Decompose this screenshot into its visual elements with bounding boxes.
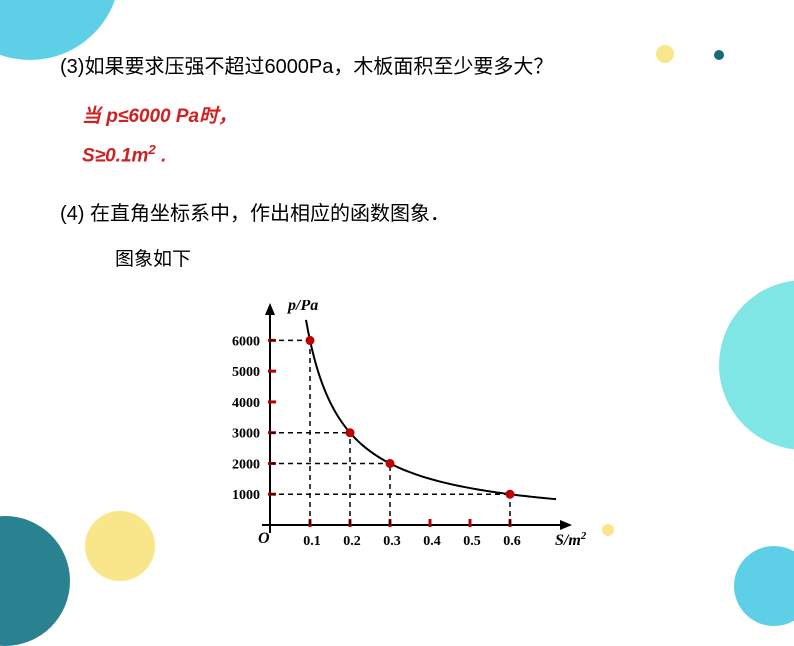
svg-text:5000: 5000 xyxy=(232,365,260,380)
svg-text:O: O xyxy=(258,530,270,547)
answer-4: 图象如下 xyxy=(115,244,734,271)
deco-circle xyxy=(734,546,794,626)
svg-text:4000: 4000 xyxy=(232,396,260,411)
answer-3-text-1: 当 p≤6000 Pa时， xyxy=(82,106,237,127)
answer-3-line-2: S≥0.1m2 . xyxy=(82,142,734,167)
deco-circle xyxy=(0,516,70,646)
svg-text:0.5: 0.5 xyxy=(463,534,481,549)
svg-text:p/Pa: p/Pa xyxy=(286,300,318,314)
answer-3-line-1: 当 p≤6000 Pa时， xyxy=(82,101,734,128)
svg-text:2000: 2000 xyxy=(232,457,260,472)
answer-3-sup: 2 xyxy=(148,142,155,157)
svg-text:0.4: 0.4 xyxy=(423,534,441,549)
svg-text:1000: 1000 xyxy=(232,488,260,503)
deco-circle xyxy=(85,511,155,581)
svg-text:0.3: 0.3 xyxy=(383,534,401,549)
content-area: (3)如果要求压强不超过6000Pa，木板面积至少要多大？ 当 p≤6000 P… xyxy=(60,50,734,271)
answer-3-var: S xyxy=(82,145,95,166)
answer-3-period: . xyxy=(156,145,167,166)
svg-text:0.2: 0.2 xyxy=(343,534,361,549)
svg-text:S/m2: S/m2 xyxy=(555,530,587,549)
svg-text:0.6: 0.6 xyxy=(503,534,521,549)
answer-3-rest: ≥0.1m xyxy=(95,145,149,166)
svg-text:3000: 3000 xyxy=(232,427,260,442)
question-3: (3)如果要求压强不超过6000Pa，木板面积至少要多大？ xyxy=(60,50,734,79)
pressure-area-chart: 1000 2000 3000 4000 5000 6000 0.1 0.2 0.3 0.4 0.5 0… xyxy=(195,300,595,580)
svg-text:0.1: 0.1 xyxy=(303,534,321,549)
deco-circle xyxy=(602,524,614,536)
svg-text:6000: 6000 xyxy=(232,334,260,349)
deco-circle xyxy=(719,280,794,450)
question-4: (4) 在直角坐标系中，作出相应的函数图象． xyxy=(60,197,734,226)
